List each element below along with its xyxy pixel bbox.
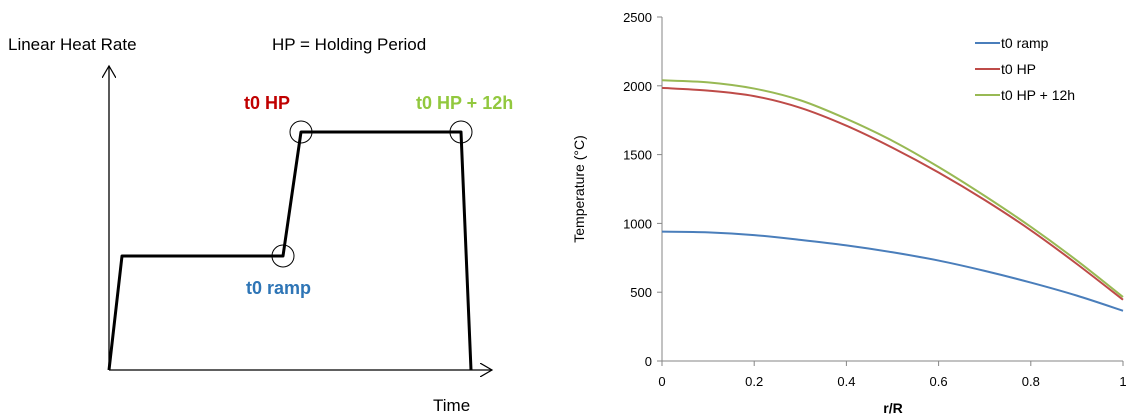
series-line-t0-hp-12h <box>661 79 1124 298</box>
y-tick-label: 500 <box>630 285 652 300</box>
diagram-y-axis-label: Linear Heat Rate <box>8 35 137 54</box>
chart-ticks: 0 500 1000 1500 2000 2500 0 0.2 0.4 0.6 0.8 1 <box>623 10 1127 389</box>
x-tick-label: 0.4 <box>837 374 855 389</box>
series-line-t0-ramp <box>661 230 1124 312</box>
marker-label-hp12: t0 HP + 12h <box>416 93 513 113</box>
x-tick-label: 1 <box>1119 374 1126 389</box>
chart-y-axis-label: Temperature (°C) <box>571 135 587 243</box>
marker-label-hp: t0 HP <box>244 93 290 113</box>
chart-x-axis-label: r/R <box>883 400 902 416</box>
y-tick-label: 2000 <box>623 79 652 94</box>
diagram-legend-note: HP = Holding Period <box>272 35 426 54</box>
temperature-chart: 0 500 1000 1500 2000 2500 0 0.2 0.4 0.6 0.8 1 t0 ra… <box>571 10 1127 416</box>
left-diagram: Linear Heat Rate HP = Holding Period Tim… <box>8 35 513 415</box>
x-tick-label: 0 <box>658 374 665 389</box>
y-tick-label: 0 <box>645 354 652 369</box>
legend-label-t0-ramp: t0 ramp <box>1001 35 1049 51</box>
marker-circle-hp <box>289 120 313 144</box>
series-line-t0-hp <box>661 86 1124 301</box>
marker-circle-ramp <box>271 244 295 268</box>
chart-legend: t0 ramp t0 HP t0 HP + 12h <box>975 35 1075 103</box>
diagram-x-axis-label: Time <box>433 396 470 415</box>
y-tick-label: 1000 <box>623 216 652 231</box>
x-tick-label: 0.8 <box>1022 374 1040 389</box>
x-tick-label: 0.2 <box>745 374 763 389</box>
legend-label-t0-hp-12h: t0 HP + 12h <box>1001 87 1075 103</box>
x-tick-label: 0.6 <box>930 374 948 389</box>
y-tick-label: 2500 <box>623 10 652 25</box>
legend-label-t0-hp: t0 HP <box>1001 61 1036 77</box>
chart-series <box>661 79 1124 312</box>
y-tick-label: 1500 <box>623 148 652 163</box>
marker-label-ramp: t0 ramp <box>246 278 311 298</box>
marker-circle-hp12 <box>449 120 473 144</box>
power-history-line <box>107 130 473 371</box>
